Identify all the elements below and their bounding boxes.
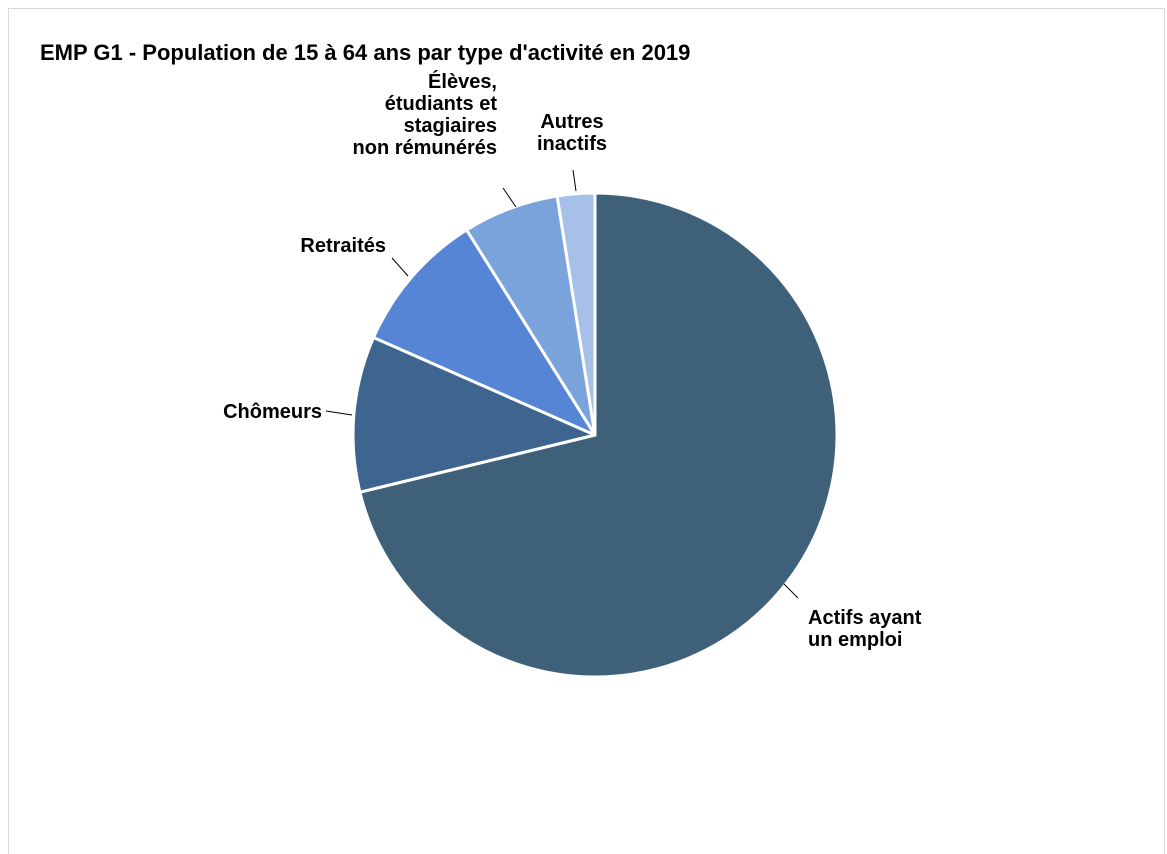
leader-line-4 [502,187,517,208]
slice-label-line: Élèves, [428,70,497,93]
slice-label-2: Chômeurs [223,401,322,423]
slice-label-line: inactifs [537,133,607,155]
slice-label-line: non rémunérés [353,137,497,159]
slice-labels: Actifs ayant un emploi Chômeurs Retraités Él… [223,70,922,651]
leader-line-5 [572,169,577,192]
chart-title: EMP G1 - Population de 15 à 64 ans par t… [40,40,691,65]
pie-slice-2 [351,336,597,494]
pie-slice-5 [555,191,597,437]
label-leader-lines [325,169,799,599]
slice-label-line: Retraités [300,235,386,257]
slice-label-line: Actifs ayant [808,607,922,629]
slice-label-1: Actifs ayant un emploi [808,607,922,651]
slice-label-line: Autres [540,111,603,133]
leader-line-2 [325,410,353,416]
leader-line-1 [783,583,799,599]
pie-slices [351,191,839,679]
pie-slice-1 [358,191,839,679]
slice-label-line: étudiants et [385,93,498,115]
slice-label-line: Chômeurs [223,401,322,423]
pie-slice-3 [372,228,597,437]
leader-line-3 [391,257,409,277]
slice-label-4: Élèves, étudiants et stagiaires non rémunér… [353,70,498,159]
slice-label-3: Retraités [300,235,386,257]
slice-label-line: un emploi [808,629,902,651]
slice-label-5: Autres inactifs [537,111,607,155]
slice-label-line: stagiaires [404,115,497,137]
